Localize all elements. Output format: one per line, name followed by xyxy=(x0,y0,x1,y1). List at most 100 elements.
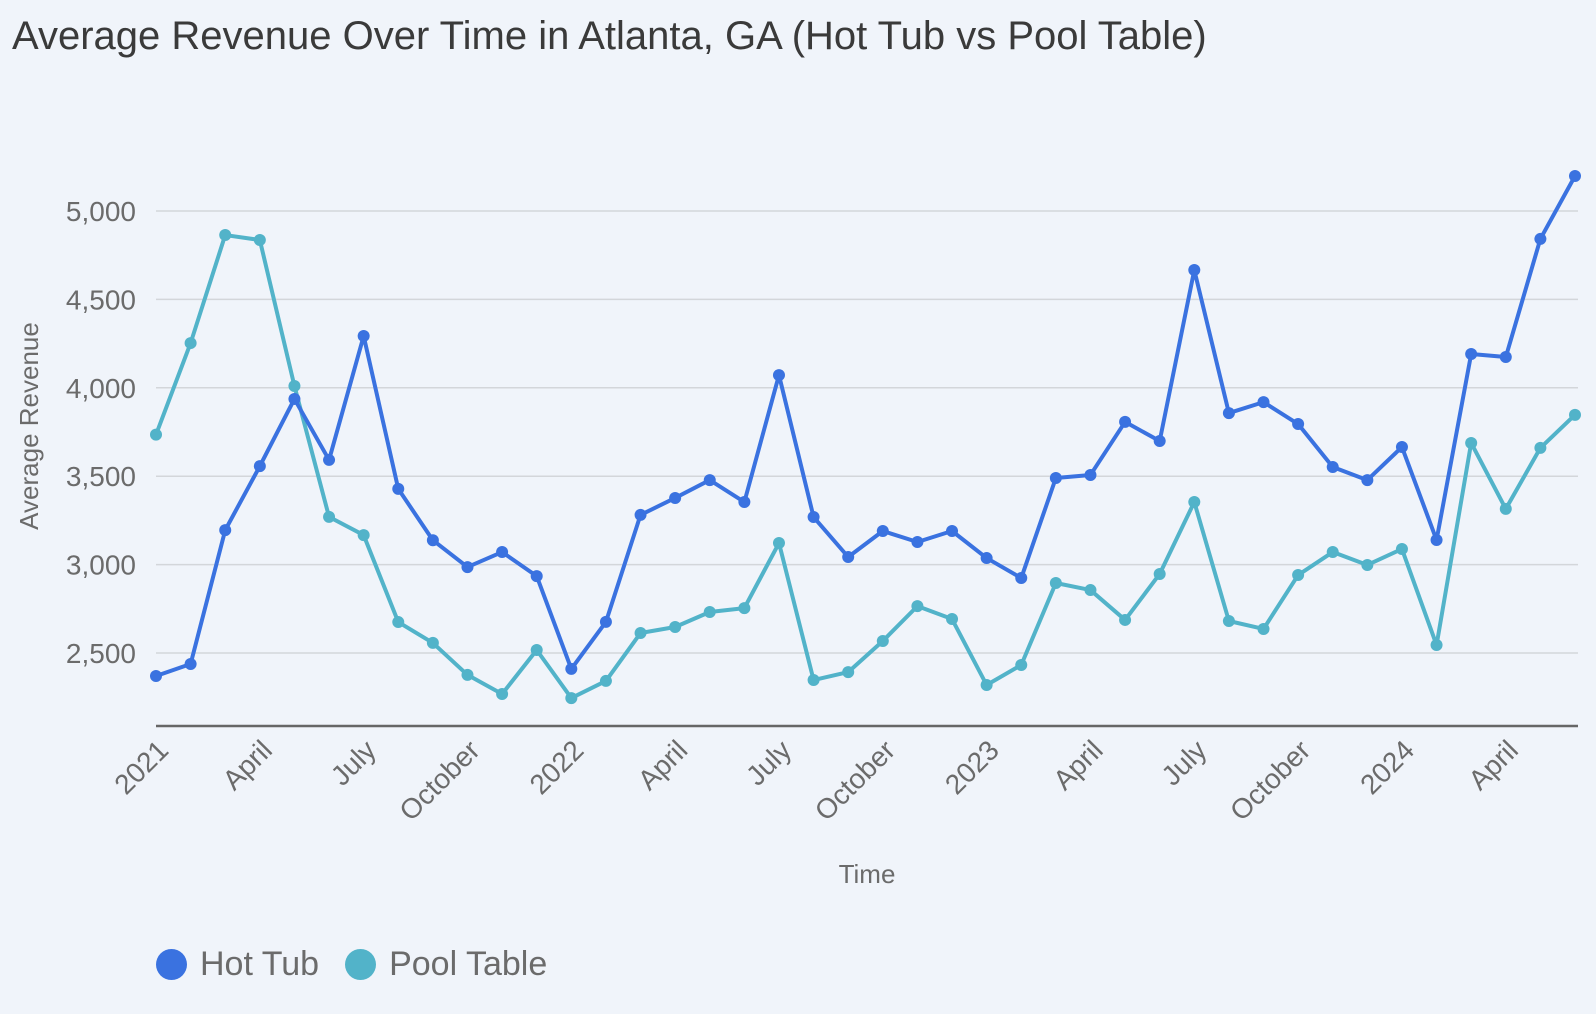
y-tick-label: 2,500 xyxy=(66,638,136,669)
data-point xyxy=(1188,264,1201,277)
x-axis-label: Time xyxy=(839,859,896,889)
data-point xyxy=(738,496,751,509)
data-point xyxy=(1153,435,1166,448)
data-point xyxy=(1430,639,1443,652)
data-point xyxy=(911,600,924,613)
x-tick-label: 2022 xyxy=(524,734,590,800)
data-point xyxy=(1015,572,1028,585)
data-point xyxy=(1465,436,1478,449)
data-point xyxy=(1395,543,1408,556)
data-point xyxy=(669,491,682,504)
data-point xyxy=(1049,471,1062,484)
data-point xyxy=(1222,407,1235,420)
data-point xyxy=(1326,546,1339,559)
data-point xyxy=(876,634,889,647)
data-point xyxy=(634,627,647,640)
data-point xyxy=(911,535,924,548)
legend-item-hot-tub[interactable]: Hot Tub xyxy=(156,945,319,984)
x-axis-ticks: 2021 April July October 2022 April July October… xyxy=(108,734,1524,826)
data-point xyxy=(1257,396,1270,409)
data-point xyxy=(772,537,785,550)
data-point xyxy=(496,688,509,701)
x-tick-label: 2024 xyxy=(1354,734,1420,800)
chart-title: Average Revenue Over Time in Atlanta, GA… xyxy=(12,14,1207,58)
data-point xyxy=(150,428,162,441)
data-point xyxy=(530,570,543,583)
data-point xyxy=(461,561,474,574)
series xyxy=(150,169,1581,705)
data-point xyxy=(842,666,855,679)
x-tick-label: April xyxy=(632,734,694,796)
x-tick-label: 2021 xyxy=(108,734,174,800)
legend-label-pool-table: Pool Table xyxy=(389,945,548,983)
data-point xyxy=(1119,415,1132,428)
data-point xyxy=(1153,567,1166,580)
y-axis-label: Average Revenue xyxy=(14,322,44,530)
data-point xyxy=(565,692,578,705)
data-point xyxy=(599,615,612,628)
series-line xyxy=(155,175,1577,678)
data-point xyxy=(357,529,370,542)
x-tick-label: October xyxy=(393,734,485,826)
data-point xyxy=(980,679,993,692)
data-point xyxy=(392,482,405,495)
data-point xyxy=(1499,502,1512,515)
data-point xyxy=(669,621,682,634)
data-point xyxy=(703,474,716,487)
y-tick-label: 4,500 xyxy=(66,284,136,315)
data-point xyxy=(703,605,716,618)
data-point xyxy=(599,674,612,687)
gridlines xyxy=(156,210,1578,654)
data-point xyxy=(946,613,959,626)
x-tick-label: July xyxy=(1155,734,1212,791)
data-point xyxy=(357,329,370,342)
data-point xyxy=(1292,418,1305,431)
data-point xyxy=(1257,622,1270,635)
x-tick-label: 2023 xyxy=(939,734,1005,800)
data-point xyxy=(184,337,197,350)
data-point xyxy=(1084,468,1097,481)
series-line xyxy=(154,233,1577,701)
data-point xyxy=(150,669,162,682)
legend-label-hot-tub: Hot Tub xyxy=(200,945,320,983)
series-pool-table xyxy=(150,229,1581,705)
data-point xyxy=(184,657,197,670)
data-point xyxy=(807,511,820,524)
legend-marker-pool-table xyxy=(345,949,377,980)
x-tick-label: April xyxy=(1047,734,1109,796)
data-point xyxy=(253,460,266,473)
data-point xyxy=(772,369,785,382)
data-point xyxy=(634,508,647,521)
data-point xyxy=(1465,348,1478,361)
data-point xyxy=(1015,659,1028,672)
data-point xyxy=(946,525,959,538)
data-point xyxy=(1361,474,1374,487)
data-point xyxy=(842,550,855,563)
data-point xyxy=(738,602,751,615)
data-point xyxy=(1188,496,1201,509)
data-point xyxy=(530,643,543,656)
data-point xyxy=(807,674,820,687)
y-tick-label: 5,000 xyxy=(66,196,136,227)
data-point xyxy=(876,525,889,538)
data-point xyxy=(253,233,266,246)
data-point xyxy=(1569,408,1581,421)
data-point xyxy=(1534,441,1547,454)
data-point xyxy=(323,453,336,466)
data-point xyxy=(426,534,439,547)
data-point xyxy=(1499,351,1512,364)
legend: Hot Tub Pool Table xyxy=(156,945,573,984)
data-point xyxy=(1361,558,1374,571)
x-tick-label: July xyxy=(740,734,797,791)
data-point xyxy=(1222,614,1235,627)
data-point xyxy=(219,524,232,537)
x-tick-label: April xyxy=(217,734,279,796)
legend-item-pool-table[interactable]: Pool Table xyxy=(345,945,547,984)
data-point xyxy=(1084,584,1097,597)
data-point xyxy=(496,546,509,559)
data-point xyxy=(1049,576,1062,589)
data-point xyxy=(426,636,439,649)
x-tick-label: October xyxy=(809,734,901,826)
data-point xyxy=(288,380,301,393)
